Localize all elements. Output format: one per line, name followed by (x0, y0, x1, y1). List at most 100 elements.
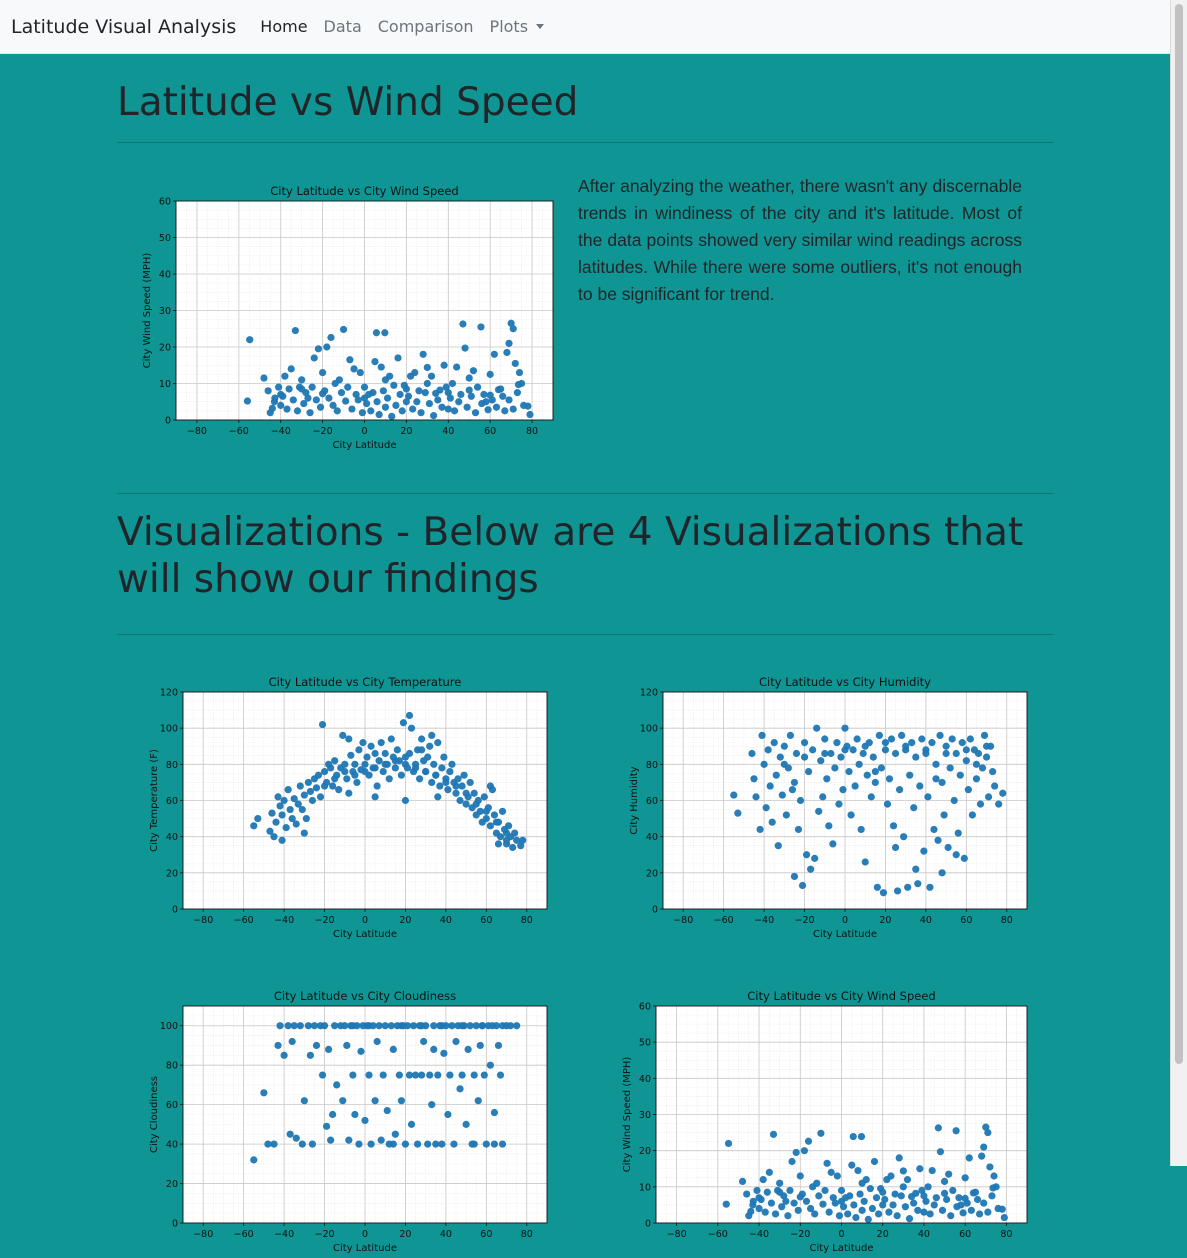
y-tick-label: 0 (645, 1219, 651, 1230)
data-point (270, 398, 279, 406)
x-tick-label: −40 (274, 915, 294, 926)
data-point (290, 1022, 298, 1030)
data-point (277, 390, 285, 399)
data-point (765, 1168, 773, 1176)
data-point (392, 401, 400, 409)
y-tick-label: 0 (165, 416, 171, 427)
x-tick-label: 0 (362, 915, 368, 926)
y-tick-label: 40 (166, 832, 178, 843)
y-tick-label: 100 (160, 1021, 178, 1032)
data-point (314, 345, 323, 353)
chart-1-points (250, 711, 527, 852)
data-point (817, 1129, 825, 1137)
data-point (513, 1022, 521, 1030)
y-tick-label: 30 (639, 1110, 651, 1121)
data-point (358, 409, 367, 417)
data-point (373, 398, 381, 406)
x-tick-label: 0 (842, 915, 848, 926)
x-tick-label: 60 (960, 915, 972, 926)
vertical-scrollbar[interactable] (1170, 0, 1187, 1166)
data-point (893, 887, 902, 895)
data-point (722, 1200, 730, 1208)
data-point (423, 363, 431, 372)
nav-link-data[interactable]: Data (323, 17, 362, 36)
divider (117, 142, 1053, 143)
data-point (852, 1213, 860, 1222)
data-point (444, 389, 452, 397)
x-tick-label: 20 (399, 915, 411, 926)
data-point (306, 1051, 314, 1059)
y-tick-label: 30 (159, 306, 171, 317)
data-point (322, 1122, 331, 1130)
data-point (316, 793, 325, 801)
data-point (490, 1140, 499, 1148)
chart-2-frame (662, 691, 1028, 910)
data-point (875, 1210, 883, 1218)
data-point (792, 749, 801, 758)
data-point (411, 764, 420, 772)
y-tick-label: 40 (159, 270, 171, 281)
data-point (470, 1071, 478, 1079)
data-point (958, 739, 966, 747)
data-point (266, 409, 274, 417)
data-point (421, 389, 429, 397)
y-axis-label: City Wind Speed (MPH) (142, 253, 153, 369)
data-point (782, 811, 790, 819)
x-tick-label: 80 (526, 426, 538, 437)
data-point (345, 1136, 353, 1144)
data-point (298, 1140, 306, 1148)
data-point (833, 739, 841, 747)
data-point (930, 825, 938, 834)
x-axis-label: City Latitude (810, 1243, 874, 1254)
data-point (407, 724, 416, 732)
data-point (973, 1195, 982, 1204)
data-point (511, 359, 519, 368)
data-point (470, 1140, 478, 1148)
data-point (823, 775, 831, 783)
data-point (978, 1152, 986, 1160)
data-point (351, 760, 359, 768)
data-point (940, 1177, 949, 1186)
data-point (277, 401, 285, 409)
data-point (770, 739, 778, 747)
data-point (458, 1022, 466, 1030)
data-point (454, 775, 462, 783)
data-point (912, 1189, 920, 1197)
data-point (430, 412, 438, 420)
data-point (782, 1197, 790, 1205)
data-point (306, 409, 314, 417)
data-point (769, 1130, 778, 1138)
data-point (841, 724, 849, 732)
data-point (509, 325, 517, 333)
data-point (349, 1022, 357, 1030)
caret-down-icon (536, 24, 545, 29)
nav-link-home[interactable]: Home (260, 17, 308, 36)
data-point (507, 1022, 515, 1030)
data-point (418, 746, 426, 754)
data-point (926, 1210, 934, 1218)
data-point (381, 760, 389, 768)
data-point (954, 829, 962, 837)
data-point (851, 782, 859, 790)
data-point (331, 1022, 339, 1030)
navbar-brand[interactable]: Latitude Visual Analysis (11, 15, 237, 38)
data-point (319, 390, 327, 398)
data-point (278, 836, 286, 844)
data-point (492, 1022, 501, 1030)
chart-title: City Latitude vs City Humidity (759, 675, 931, 689)
data-point (404, 392, 413, 400)
data-point (456, 796, 464, 805)
scrollbar-thumb[interactable] (1175, 4, 1183, 1064)
nav-dropdown-plots[interactable]: Plots (490, 17, 545, 36)
data-point (300, 791, 308, 799)
data-point (982, 753, 991, 761)
data-point (329, 1110, 337, 1119)
data-point (788, 1157, 796, 1166)
data-point (331, 379, 339, 388)
data-point (900, 833, 908, 841)
data-point (391, 757, 399, 765)
data-point (418, 1071, 426, 1079)
data-point (945, 1170, 953, 1178)
data-point (379, 767, 387, 776)
nav-link-comparison[interactable]: Comparison (377, 17, 474, 36)
